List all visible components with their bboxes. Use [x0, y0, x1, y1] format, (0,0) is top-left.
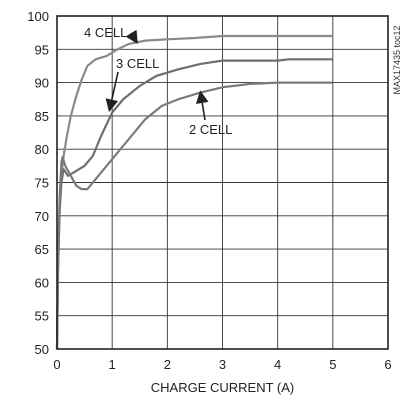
y-tick-label: 95 — [35, 42, 49, 57]
y-tick-label: 90 — [35, 76, 49, 91]
y-tick-label: 70 — [35, 209, 49, 224]
series-label-2-cell: 2 CELL — [189, 122, 232, 137]
series-leader-2-cell — [195, 90, 209, 121]
series-line-2-cell — [55, 81, 333, 350]
x-tick-label: 6 — [384, 357, 391, 372]
series-layer — [55, 34, 333, 350]
x-axis-ticks: 0 1 2 3 4 5 6 — [53, 357, 391, 372]
series-label-4-cell: 4 CELL — [84, 25, 127, 40]
y-tick-label: 65 — [35, 242, 49, 257]
plot-frame — [56, 15, 389, 350]
figure-code: MAX17435 toc12 — [392, 25, 402, 94]
series-leader-3-cell — [105, 71, 119, 113]
series-line-3-cell — [55, 58, 333, 350]
x-tick-label: 1 — [109, 357, 116, 372]
x-tick-label: 3 — [219, 357, 226, 372]
x-tick-label: 2 — [164, 357, 171, 372]
y-tick-label: 60 — [35, 275, 49, 290]
x-tick-label: 5 — [329, 357, 336, 372]
x-tick-label: 0 — [53, 357, 60, 372]
series-labels: 4 CELL 3 CELL 2 CELL — [84, 25, 232, 137]
y-tick-label: 80 — [35, 142, 49, 157]
y-tick-label: 50 — [35, 342, 49, 357]
y-tick-label: 100 — [27, 9, 49, 24]
y-tick-label: 85 — [35, 109, 49, 124]
y-axis-ticks: 50 55 60 65 70 75 80 85 90 95 100 — [27, 9, 49, 357]
y-tick-label: 75 — [35, 176, 49, 191]
grid — [56, 15, 389, 350]
series-leader-4-cell — [125, 29, 138, 44]
series-label-3-cell: 3 CELL — [116, 56, 159, 71]
x-axis-title: CHARGE CURRENT (A) — [151, 380, 295, 395]
x-tick-label: 4 — [274, 357, 281, 372]
y-tick-label: 55 — [35, 309, 49, 324]
